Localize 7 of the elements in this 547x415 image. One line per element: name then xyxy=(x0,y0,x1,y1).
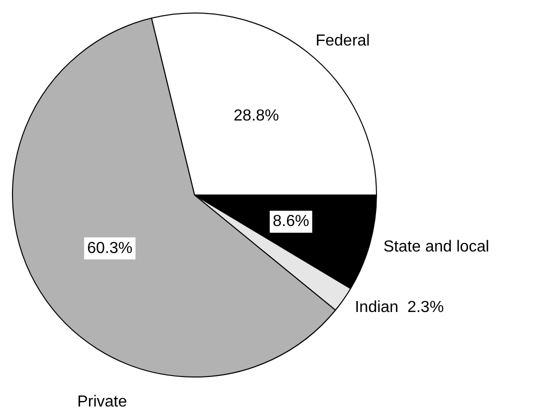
slice-label: Federal xyxy=(316,32,370,50)
data-label: 8.6% xyxy=(272,213,310,230)
data-label: 60.3% xyxy=(87,240,132,257)
data-label: 28.8% xyxy=(234,108,280,125)
slice-label: Private xyxy=(77,393,128,410)
slice-label: State and local xyxy=(383,238,490,256)
slice-label: Indian 2.3% xyxy=(354,299,444,316)
